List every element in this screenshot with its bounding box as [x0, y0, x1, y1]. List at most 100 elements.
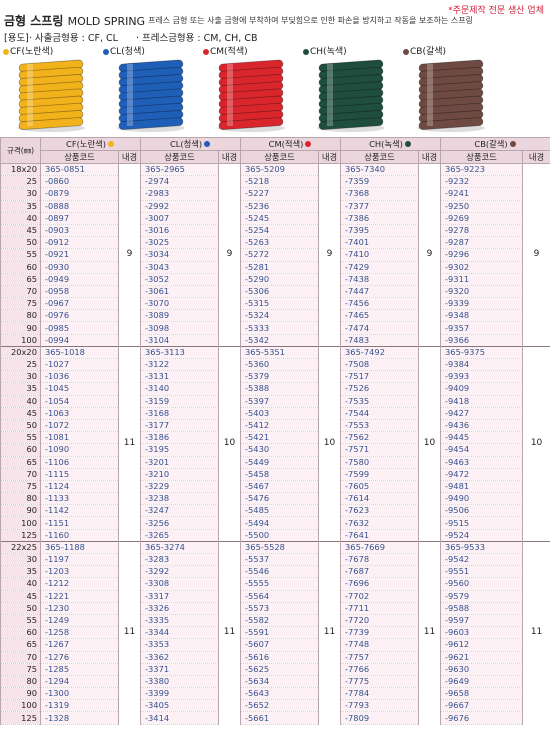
code-cell: -9287: [440, 236, 524, 250]
color-dot: [403, 48, 409, 55]
table-row: 75 -0967 -3070 -5315 -7456 -9339: [0, 297, 550, 311]
code-cell: -5564: [240, 590, 320, 603]
code-cell: -7517: [340, 370, 420, 384]
code-cell: -3034: [140, 248, 220, 262]
inner-cell: 11: [418, 540, 442, 725]
code-cell: -7544: [340, 407, 420, 420]
code-cell: -5397: [240, 395, 320, 408]
code-cell: -9649: [440, 675, 524, 689]
color-dot: [509, 141, 516, 147]
code-cell: -9621: [440, 651, 524, 664]
code-cell: -9597: [440, 614, 524, 628]
code-cell: -1036: [40, 370, 119, 384]
table-row: 60 -1090 -3195 -5430 -7571 -9454: [0, 443, 550, 457]
code-cell: -7632: [340, 516, 420, 530]
spring-highlight: [27, 64, 33, 126]
product-name: CB(갈색): [410, 47, 447, 57]
spring-coil: [418, 117, 484, 130]
code-cell: -1081: [40, 431, 119, 445]
size-cell: 75: [0, 297, 41, 311]
code-cell: -7508: [340, 358, 420, 372]
subtitle: MOLD SPRING: [67, 15, 146, 28]
column-header: CM(적색): [240, 137, 342, 151]
table-row: 100 -1151 -3256 -5494 -7632 -9515: [0, 516, 550, 530]
code-cell: -0976: [40, 309, 119, 323]
code-cell: -3043: [140, 261, 220, 274]
code-cell: -9603: [440, 626, 524, 640]
code-cell: -9409: [440, 382, 524, 396]
size-cell: 35: [0, 382, 41, 396]
description: 프레스 금형 또는 사출 금형에 부착하여 부딪힘으로 인한 파손을 방지하고 …: [148, 16, 473, 25]
code-cell: -1106: [40, 456, 119, 469]
code-cell: -5245: [240, 212, 320, 225]
table-row: 45 -0903 -3016 -5254 -7395 -9278: [0, 224, 550, 238]
size-cell: 70: [0, 285, 41, 299]
code-cell: -3283: [140, 553, 220, 567]
table-row: 25 -0860 -2974 -5218 -7359 -9232: [0, 175, 550, 189]
table-row: 80 -1133 -3238 -5476 -7614 -9490: [0, 492, 550, 506]
code-cell: -7359: [340, 175, 420, 189]
code-cell: -9311: [440, 273, 524, 286]
size-cell: 65: [0, 273, 41, 286]
code-cell: -3265: [140, 529, 220, 542]
code-cell: -3098: [140, 321, 220, 335]
code-cell: -5272: [240, 248, 320, 262]
size-cell: 125: [0, 711, 41, 725]
code-cell: -1294: [40, 675, 119, 689]
code-cell: -5555: [240, 577, 320, 591]
table-row: 90 -0985 -3098 -5333 -7474 -9357: [0, 321, 550, 335]
code-cell: -3052: [140, 273, 220, 286]
code-cell: -1142: [40, 504, 119, 518]
size-cell: 45: [0, 590, 41, 603]
code-cell: -1045: [40, 382, 119, 396]
table-row: 65 -1267 -3353 -5607 -7748 -9612: [0, 638, 550, 652]
code-cell: -9515: [440, 516, 524, 530]
code-cell: -5616: [240, 651, 320, 664]
code-cell: -9250: [440, 200, 524, 213]
code-cell: -5263: [240, 236, 320, 250]
code-cell: -3256: [140, 516, 220, 530]
code-cell: -3140: [140, 382, 220, 396]
size-cell: 90: [0, 321, 41, 335]
code-cell: -1319: [40, 699, 119, 713]
size-cell: 90: [0, 504, 41, 518]
table-row: 22x25 365-1188 11 365-3274 11 365-5528 11 365-7…: [0, 540, 550, 725]
spring-coil: [18, 117, 84, 130]
column-name: CM(적색): [268, 138, 304, 149]
code-cell: -5494: [240, 516, 320, 530]
code-cell: -9676: [440, 711, 524, 725]
table-row: 65 -0949 -3052 -5290 -7438 -9311: [0, 273, 550, 286]
product-name: CF(노란색): [10, 47, 54, 57]
table-row: 30 -1197 -3283 -5537 -7678 -9542: [0, 553, 550, 567]
table-row: 70 -1115 -3210 -5458 -7599 -9472: [0, 468, 550, 481]
code-cell: -2992: [140, 200, 220, 213]
inner-header: 내경: [117, 150, 142, 164]
code-cell: -5315: [240, 297, 320, 311]
table-row: 35 -1045 -3140 -5388 -7526 -9409: [0, 382, 550, 396]
size-cell: 65: [0, 638, 41, 652]
code-cell: -5591: [240, 626, 320, 640]
code-cell: -7483: [340, 334, 420, 347]
code-cell: -5218: [240, 175, 320, 189]
table-row: 90 -1300 -3399 -5643 -7784 -9658: [0, 687, 550, 701]
code-cell: -9241: [440, 187, 524, 201]
table-row: 30 -0879 -2983 -5227 -7368 -9241: [0, 187, 550, 201]
product: CB(갈색): [403, 44, 503, 136]
size-cell: 125: [0, 529, 41, 542]
size-cell: 45: [0, 224, 41, 238]
code-cell: -5537: [240, 553, 320, 567]
inner-cell: 11: [318, 540, 342, 725]
code-cell: -7757: [340, 651, 420, 664]
size-cell: 80: [0, 492, 41, 506]
code-cell: -5430: [240, 443, 320, 457]
code-cell: 365-7340: [340, 162, 420, 177]
spring-image: [317, 59, 385, 132]
code-cell: -3122: [140, 358, 220, 372]
product: CL(청색): [103, 44, 203, 136]
inner-cell: 11: [218, 540, 242, 725]
code-cell: -5607: [240, 638, 320, 652]
code-cell: -5485: [240, 504, 320, 518]
code-cell: -1221: [40, 590, 119, 603]
code-cell: -9579: [440, 590, 524, 603]
